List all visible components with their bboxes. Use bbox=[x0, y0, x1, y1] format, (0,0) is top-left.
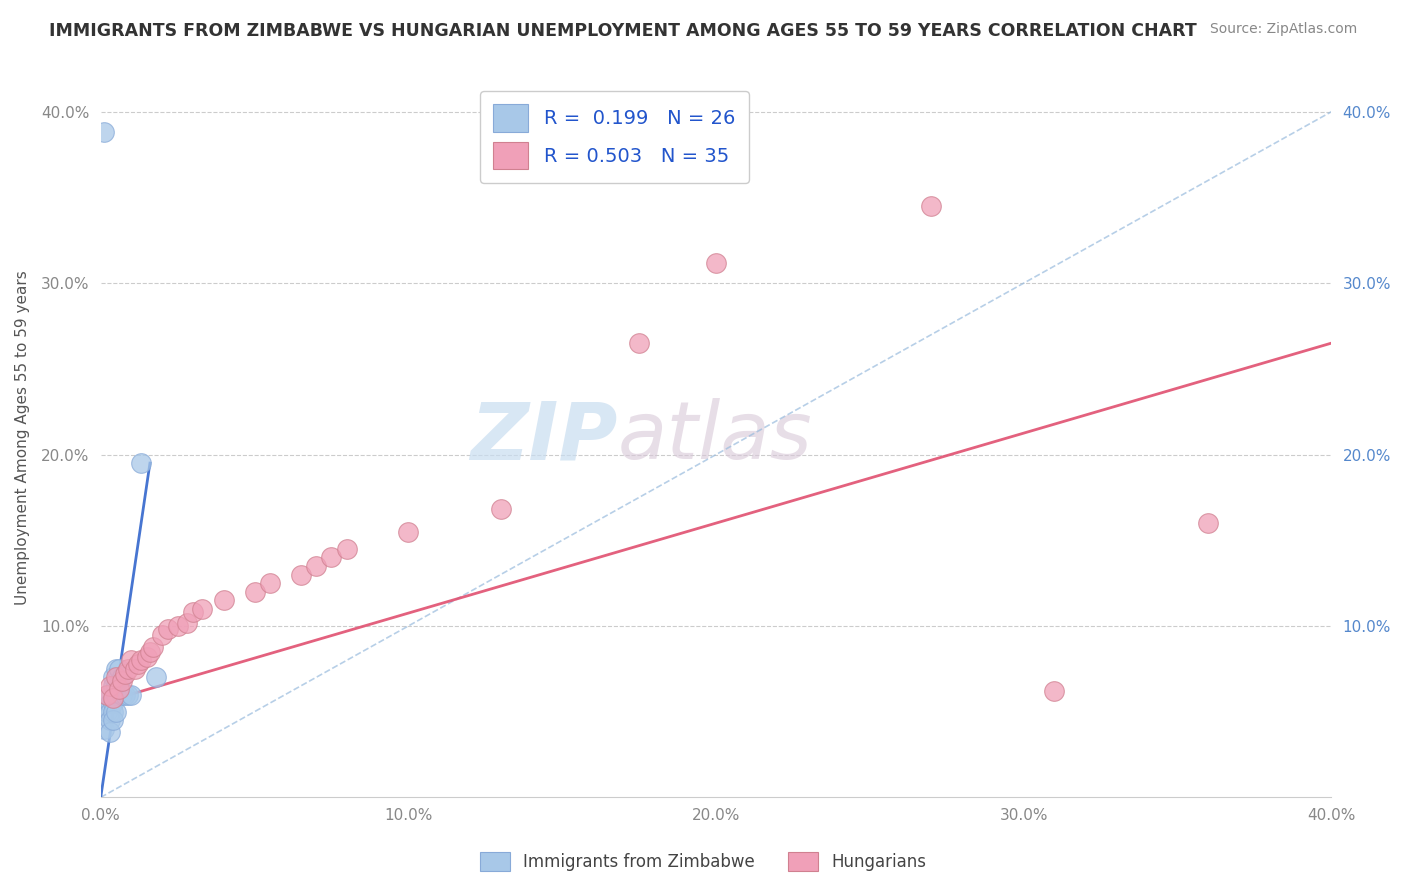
Point bbox=[127, 657, 149, 671]
Point bbox=[157, 623, 180, 637]
Point bbox=[117, 688, 139, 702]
Point bbox=[336, 541, 359, 556]
Point bbox=[105, 688, 128, 702]
Point bbox=[1197, 516, 1219, 530]
Point bbox=[396, 524, 419, 539]
Point bbox=[150, 627, 173, 641]
Point bbox=[98, 705, 121, 719]
Point bbox=[98, 713, 121, 727]
Point bbox=[105, 679, 128, 693]
Y-axis label: Unemployment Among Ages 55 to 59 years: Unemployment Among Ages 55 to 59 years bbox=[15, 270, 30, 605]
Point bbox=[166, 619, 188, 633]
Point bbox=[129, 456, 152, 470]
Text: atlas: atlas bbox=[617, 399, 813, 476]
Point bbox=[93, 722, 115, 736]
Point bbox=[101, 670, 124, 684]
Point bbox=[124, 662, 146, 676]
Point bbox=[290, 567, 312, 582]
Point bbox=[139, 645, 162, 659]
Point bbox=[191, 602, 214, 616]
Point bbox=[105, 662, 128, 676]
Point bbox=[129, 653, 152, 667]
Text: ZIP: ZIP bbox=[470, 399, 617, 476]
Point bbox=[101, 705, 124, 719]
Legend: R =  0.199   N = 26, R = 0.503   N = 35: R = 0.199 N = 26, R = 0.503 N = 35 bbox=[479, 91, 749, 183]
Point bbox=[145, 670, 167, 684]
Point bbox=[111, 688, 134, 702]
Point bbox=[181, 605, 204, 619]
Point bbox=[96, 688, 118, 702]
Point bbox=[98, 679, 121, 693]
Point bbox=[101, 679, 124, 693]
Point bbox=[111, 670, 134, 684]
Point bbox=[135, 649, 157, 664]
Point bbox=[108, 679, 131, 693]
Text: IMMIGRANTS FROM ZIMBABWE VS HUNGARIAN UNEMPLOYMENT AMONG AGES 55 TO 59 YEARS COR: IMMIGRANTS FROM ZIMBABWE VS HUNGARIAN UN… bbox=[49, 22, 1197, 40]
Point bbox=[628, 336, 651, 351]
Point bbox=[142, 640, 165, 654]
Point bbox=[212, 593, 235, 607]
Point bbox=[101, 713, 124, 727]
Point bbox=[704, 255, 727, 269]
Point bbox=[105, 705, 128, 719]
Point bbox=[111, 673, 134, 688]
Point bbox=[101, 690, 124, 705]
Point bbox=[321, 550, 343, 565]
Point bbox=[489, 502, 512, 516]
Point bbox=[121, 688, 143, 702]
Point bbox=[117, 662, 139, 676]
Point bbox=[93, 125, 115, 139]
Legend: Immigrants from Zimbabwe, Hungarians: Immigrants from Zimbabwe, Hungarians bbox=[471, 843, 935, 880]
Point bbox=[176, 615, 198, 630]
Point bbox=[920, 199, 942, 213]
Point bbox=[96, 705, 118, 719]
Point bbox=[98, 696, 121, 710]
Point bbox=[101, 696, 124, 710]
Point bbox=[259, 576, 281, 591]
Point bbox=[243, 584, 266, 599]
Point bbox=[121, 653, 143, 667]
Point bbox=[114, 667, 136, 681]
Point bbox=[114, 688, 136, 702]
Point bbox=[98, 725, 121, 739]
Point bbox=[96, 688, 118, 702]
Point bbox=[305, 558, 328, 573]
Point bbox=[105, 670, 128, 684]
Point bbox=[108, 682, 131, 697]
Text: Source: ZipAtlas.com: Source: ZipAtlas.com bbox=[1209, 22, 1357, 37]
Point bbox=[1043, 684, 1066, 698]
Point bbox=[108, 662, 131, 676]
